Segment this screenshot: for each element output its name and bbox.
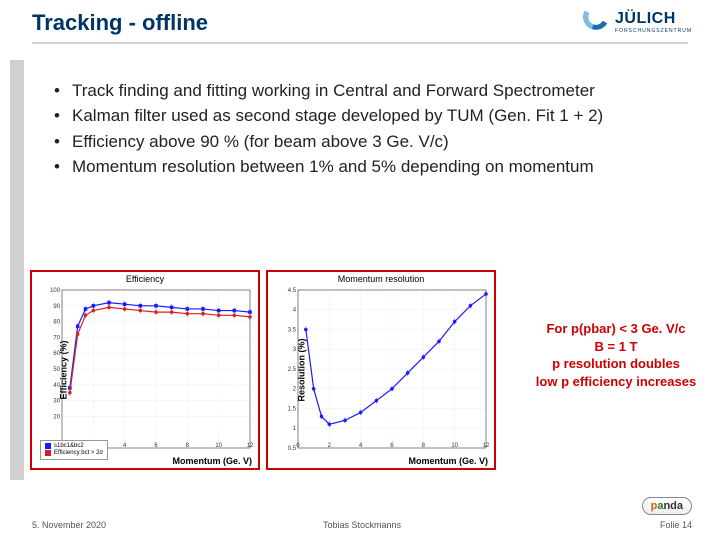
annotation-line: For p(pbar) < 3 Ge. V/c	[516, 320, 716, 338]
annotation-text: For p(pbar) < 3 Ge. V/c B = 1 T p resolu…	[516, 320, 716, 390]
chart-legend: s1bc1&bc2 Efficiency bct > 2σ	[40, 440, 108, 460]
legend-item: s1bc1&bc2	[54, 443, 84, 450]
svg-text:1: 1	[293, 426, 296, 432]
footer-date: 5. November 2020	[32, 520, 106, 530]
svg-text:4.5: 4.5	[288, 288, 297, 294]
resolution-chart: Momentum resolution Resolution (%) Momen…	[266, 270, 496, 470]
footer-author: Tobias Stockmanns	[323, 520, 401, 530]
x-axis-label: Momentum (Ge. V)	[172, 456, 252, 466]
svg-text:70: 70	[53, 335, 60, 341]
svg-text:4: 4	[293, 308, 297, 314]
left-accent-bar	[10, 60, 24, 480]
julich-logo: JÜLICH FORSCHUNGSZENTRUM	[581, 8, 692, 36]
charts-row: Efficiency Efficiency (%) Momentum (Ge. …	[30, 270, 496, 470]
julich-logo-subtext: FORSCHUNGSZENTRUM	[615, 28, 692, 34]
svg-text:2: 2	[293, 387, 296, 393]
annotation-line: low p efficiency increases	[516, 373, 716, 391]
slide-title: Tracking - offline	[32, 10, 208, 36]
svg-text:1.5: 1.5	[288, 406, 297, 412]
panda-logo: panda	[642, 497, 692, 515]
svg-text:30: 30	[53, 399, 60, 405]
plot-area: 0246810120.511.522.533.544.5	[298, 290, 486, 448]
svg-text:2.5: 2.5	[288, 367, 297, 373]
julich-logo-text: JÜLICH	[615, 10, 692, 28]
legend-item: Efficiency bct > 2σ	[54, 450, 103, 457]
svg-text:40: 40	[53, 383, 60, 389]
chart-title: Efficiency	[32, 274, 258, 284]
svg-text:20: 20	[53, 414, 60, 420]
svg-text:80: 80	[53, 320, 60, 326]
annotation-line: B = 1 T	[516, 338, 716, 356]
svg-text:3.5: 3.5	[288, 327, 297, 333]
chart-title: Momentum resolution	[268, 274, 494, 284]
julich-mark-icon	[581, 8, 609, 36]
title-divider	[32, 42, 688, 44]
efficiency-chart: Efficiency Efficiency (%) Momentum (Ge. …	[30, 270, 260, 470]
bullet-item: Track finding and fitting working in Cen…	[50, 80, 670, 101]
svg-text:90: 90	[53, 304, 60, 310]
bullet-list: Track finding and fitting working in Cen…	[50, 80, 670, 181]
svg-text:100: 100	[50, 288, 61, 294]
svg-text:60: 60	[53, 351, 60, 357]
svg-text:0.5: 0.5	[288, 446, 297, 452]
annotation-line: p resolution doubles	[516, 355, 716, 373]
slide-footer: 5. November 2020 Tobias Stockmanns Folie…	[32, 520, 692, 530]
bullet-item: Momentum resolution between 1% and 5% de…	[50, 156, 670, 177]
bullet-item: Efficiency above 90 % (for beam above 3 …	[50, 131, 670, 152]
svg-text:50: 50	[53, 367, 60, 373]
x-axis-label: Momentum (Ge. V)	[408, 456, 488, 466]
plot-area: 0246810122030405060708090100	[62, 290, 250, 448]
bullet-item: Kalman filter used as second stage devel…	[50, 105, 670, 126]
footer-page: Folie 14	[660, 520, 692, 530]
panda-nda: nda	[663, 500, 683, 512]
